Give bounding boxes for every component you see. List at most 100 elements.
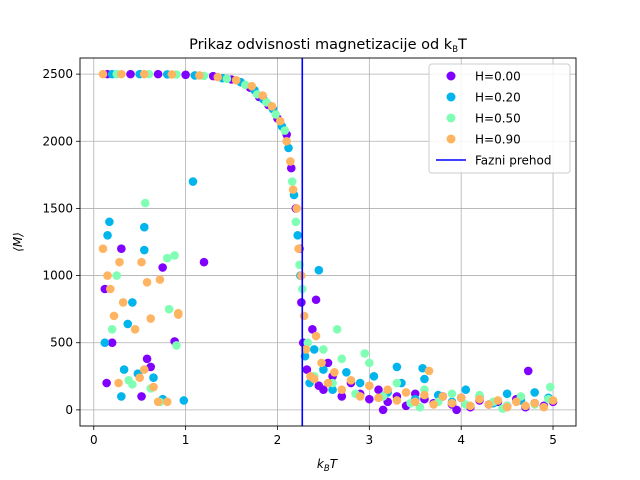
data-point bbox=[139, 245, 149, 255]
data-point bbox=[301, 345, 311, 354]
data-point bbox=[155, 275, 165, 284]
data-point bbox=[523, 366, 533, 376]
data-point bbox=[118, 298, 128, 307]
data-point bbox=[392, 396, 402, 405]
data-point bbox=[447, 398, 457, 408]
data-point bbox=[311, 295, 321, 305]
x-axis-label: kBT bbox=[317, 457, 339, 474]
legend-label: H=0.00 bbox=[475, 70, 521, 84]
data-point bbox=[369, 372, 379, 381]
data-point bbox=[288, 185, 298, 194]
data-point bbox=[365, 358, 374, 368]
data-point bbox=[521, 401, 530, 411]
data-point bbox=[128, 298, 137, 307]
legend-items: H=0.00 H=0.20 H=0.50 H=0.90 Fazni prehod bbox=[436, 70, 551, 168]
data-point bbox=[323, 358, 333, 368]
data-point bbox=[330, 367, 339, 377]
legend-label: Fazni prehod bbox=[475, 154, 551, 168]
data-point bbox=[107, 324, 117, 334]
data-point bbox=[247, 81, 257, 91]
data-point bbox=[167, 70, 177, 79]
x-tick-label: 5 bbox=[549, 433, 557, 447]
data-point bbox=[100, 338, 110, 348]
data-point bbox=[195, 71, 204, 80]
y-tick-label: 2500 bbox=[42, 67, 73, 81]
x-tick-label: 0 bbox=[90, 433, 98, 447]
data-point bbox=[258, 91, 268, 100]
data-point bbox=[128, 380, 137, 389]
data-point bbox=[410, 397, 420, 407]
data-point bbox=[140, 198, 150, 208]
data-point bbox=[126, 69, 135, 79]
data-point bbox=[308, 324, 317, 334]
data-point bbox=[511, 397, 521, 407]
data-point bbox=[123, 319, 133, 329]
data-point bbox=[172, 341, 181, 350]
data-point bbox=[374, 385, 383, 395]
x-axis-ticks: 0 1 2 3 4 5 bbox=[90, 426, 557, 447]
data-point bbox=[130, 324, 140, 334]
data-point bbox=[142, 354, 152, 364]
data-point bbox=[452, 405, 461, 415]
data-point bbox=[158, 263, 167, 272]
x-tick-label: 1 bbox=[182, 433, 190, 447]
x-axis-label-sub: B bbox=[324, 464, 330, 474]
x-axis-label-main: k bbox=[317, 457, 325, 471]
data-point bbox=[545, 382, 555, 392]
data-point bbox=[319, 385, 328, 395]
data-point bbox=[146, 362, 156, 372]
data-point bbox=[374, 393, 383, 403]
data-point bbox=[275, 116, 285, 126]
data-point bbox=[456, 393, 466, 403]
data-point bbox=[149, 382, 158, 392]
data-point bbox=[332, 324, 342, 334]
data-point bbox=[337, 392, 347, 401]
data-point bbox=[282, 136, 291, 146]
data-point bbox=[291, 217, 301, 227]
data-point bbox=[302, 365, 312, 374]
y-axis-ticks: 0 500 1000 1500 2000 2500 bbox=[42, 67, 80, 417]
data-point bbox=[142, 277, 152, 287]
data-point bbox=[493, 396, 503, 405]
data-point bbox=[105, 217, 114, 227]
legend-marker bbox=[446, 134, 456, 144]
legend-marker bbox=[446, 92, 456, 102]
data-point bbox=[286, 157, 295, 166]
data-point bbox=[297, 271, 306, 280]
data-point bbox=[530, 398, 539, 408]
data-point bbox=[231, 75, 241, 85]
data-point bbox=[117, 392, 126, 401]
data-point bbox=[106, 284, 115, 294]
data-point bbox=[461, 385, 471, 395]
data-point bbox=[153, 397, 163, 407]
data-point bbox=[548, 396, 558, 405]
legend-label: H=0.50 bbox=[475, 112, 521, 126]
data-point bbox=[293, 230, 302, 240]
data-point bbox=[314, 265, 324, 275]
y-tick-label: 2000 bbox=[42, 134, 73, 148]
data-point bbox=[317, 358, 326, 368]
data-point bbox=[103, 230, 112, 240]
x-axis-label-tail: T bbox=[330, 457, 339, 471]
data-point bbox=[420, 390, 429, 400]
data-point bbox=[222, 74, 232, 84]
data-point bbox=[539, 402, 549, 412]
data-point bbox=[117, 69, 126, 79]
data-point bbox=[98, 244, 108, 254]
data-point bbox=[429, 400, 438, 409]
data-point bbox=[109, 311, 119, 321]
data-point bbox=[173, 308, 183, 318]
data-point bbox=[267, 102, 277, 111]
data-point bbox=[271, 110, 280, 119]
data-point bbox=[466, 401, 475, 411]
data-point bbox=[355, 378, 365, 388]
series-4 bbox=[98, 69, 558, 412]
chart-title-main: Prikaz odvisnosti magnetizacije od k bbox=[189, 37, 453, 53]
data-point bbox=[365, 394, 374, 404]
data-point bbox=[447, 389, 457, 399]
data-point bbox=[309, 374, 319, 384]
data-point bbox=[98, 69, 108, 79]
data-point bbox=[139, 365, 149, 374]
chart-title: Prikaz odvisnosti magnetizacije od kBT bbox=[189, 37, 467, 55]
